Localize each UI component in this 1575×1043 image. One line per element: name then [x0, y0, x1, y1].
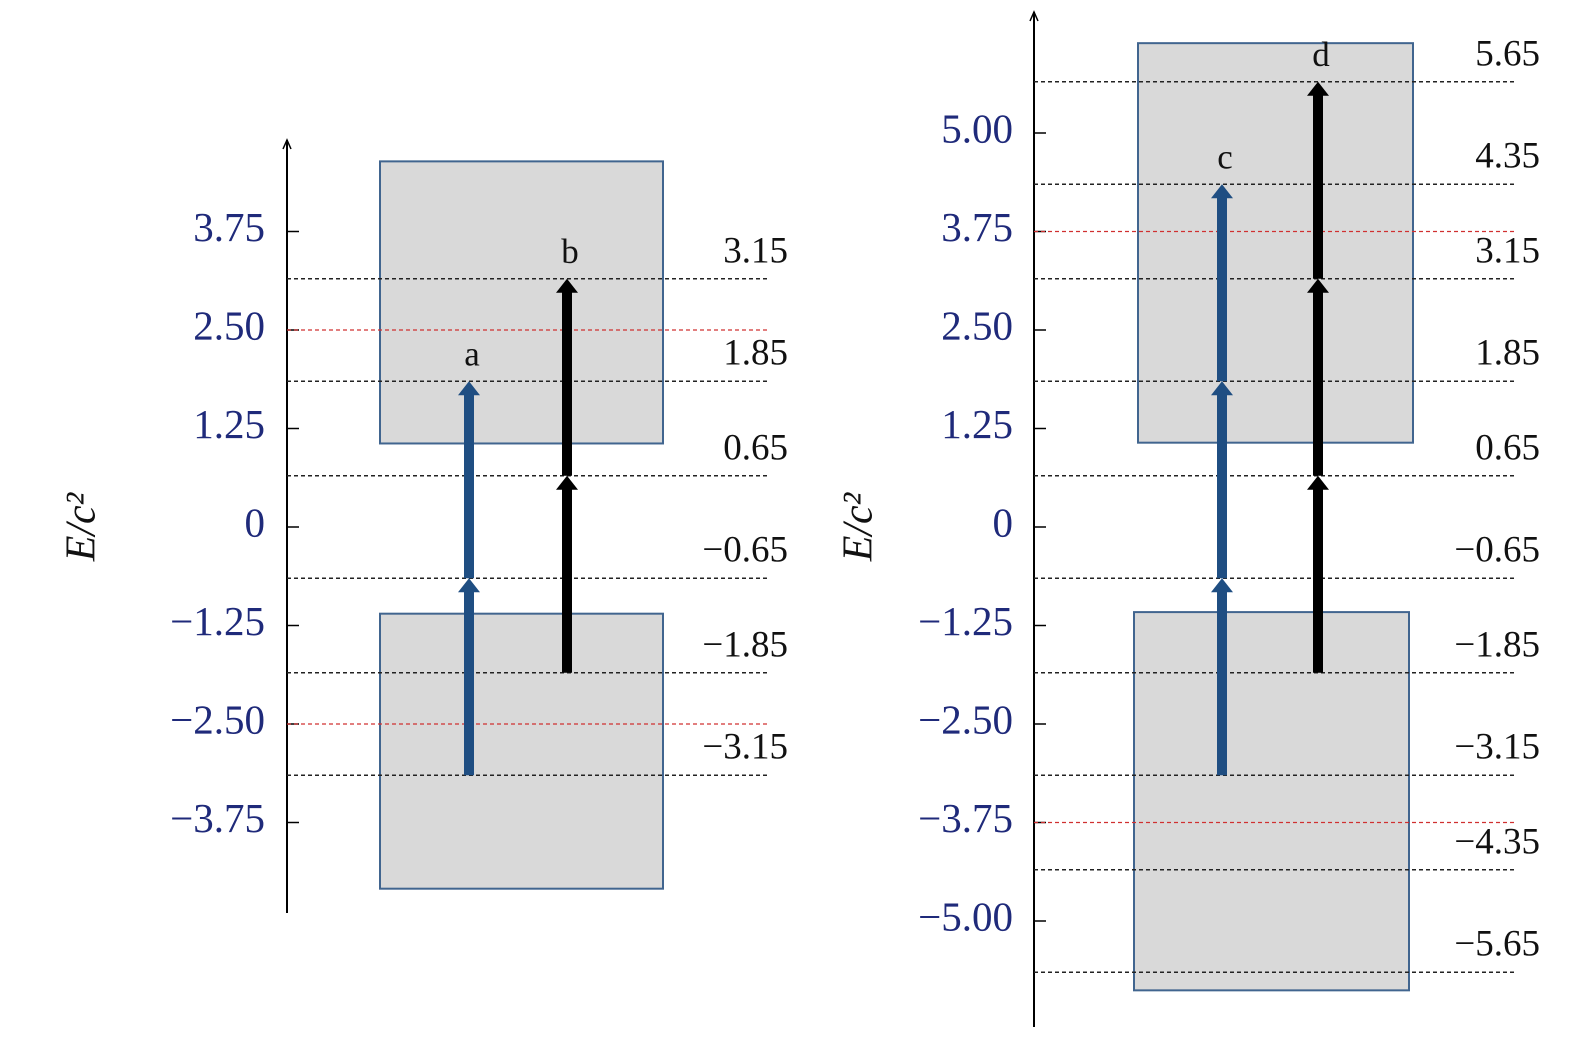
tick-label: 1.25 [193, 401, 265, 447]
level-label: 3.15 [1475, 230, 1540, 271]
tick-label: 2.50 [193, 302, 265, 348]
arrow-label: d [1312, 35, 1330, 74]
tick-label: 0 [245, 499, 266, 545]
level-label: 1.85 [1475, 333, 1540, 374]
tick-label: −5.00 [918, 893, 1013, 939]
level-label: −1.85 [1454, 624, 1540, 665]
arrow-segment [1307, 81, 1329, 279]
arrow-segment [556, 475, 578, 673]
arrow-segment [556, 278, 578, 476]
level-label: −4.35 [1454, 821, 1540, 862]
axis-arrowhead [1029, 10, 1039, 22]
arrow-label: c [1217, 137, 1233, 176]
arrow-segment [458, 578, 480, 776]
tick-label: −2.50 [918, 696, 1013, 742]
band [379, 612, 664, 890]
band [1133, 611, 1410, 992]
level-label: −0.65 [1454, 530, 1540, 571]
tick-label: −1.25 [918, 598, 1013, 644]
tick-label: 1.25 [941, 401, 1013, 447]
level-label: 0.65 [1475, 427, 1540, 468]
axis-arrowhead [282, 138, 292, 150]
tick-label: 3.75 [941, 204, 1013, 250]
level-label: −3.15 [702, 727, 788, 768]
level-label: 3.15 [723, 230, 788, 271]
tick-label: −3.75 [170, 795, 265, 841]
tick-label: −2.50 [170, 696, 265, 742]
arrow-segment [1211, 184, 1233, 382]
level-label: −1.85 [702, 624, 788, 665]
level-label: 0.65 [723, 427, 788, 468]
level-label: −0.65 [702, 530, 788, 571]
band [379, 160, 664, 445]
tick-label: −3.75 [918, 795, 1013, 841]
level-label: 4.35 [1475, 136, 1540, 177]
band [1137, 42, 1414, 444]
axis-label: E/c² [59, 491, 105, 562]
level-label: 5.65 [1475, 33, 1540, 74]
level-label: −5.65 [1454, 924, 1540, 965]
arrow-segment [458, 381, 480, 579]
level-label: 1.85 [723, 333, 788, 374]
level-label: −3.15 [1454, 727, 1540, 768]
arrow-segment [1307, 278, 1329, 476]
axis-label: E/c² [836, 491, 882, 562]
tick-label: 2.50 [941, 302, 1013, 348]
arrow-label: b [561, 232, 579, 271]
tick-label: 0 [993, 499, 1014, 545]
tick-label: 3.75 [193, 204, 265, 250]
tick-label: −1.25 [170, 598, 265, 644]
tick-label: 5.00 [941, 105, 1013, 151]
arrow-label: a [464, 334, 480, 373]
arrow-segment [1211, 578, 1233, 776]
arrow-segment [1211, 381, 1233, 579]
arrow-segment [1307, 475, 1329, 673]
